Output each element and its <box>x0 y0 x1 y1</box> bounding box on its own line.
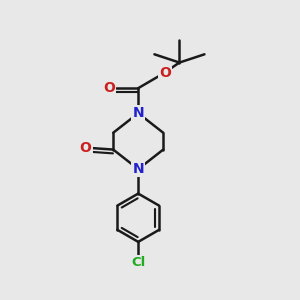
Text: N: N <box>132 162 144 176</box>
Text: O: O <box>159 66 171 80</box>
Text: Cl: Cl <box>131 256 145 269</box>
Text: O: O <box>103 81 115 95</box>
Text: N: N <box>132 106 144 120</box>
Text: O: O <box>80 141 92 155</box>
